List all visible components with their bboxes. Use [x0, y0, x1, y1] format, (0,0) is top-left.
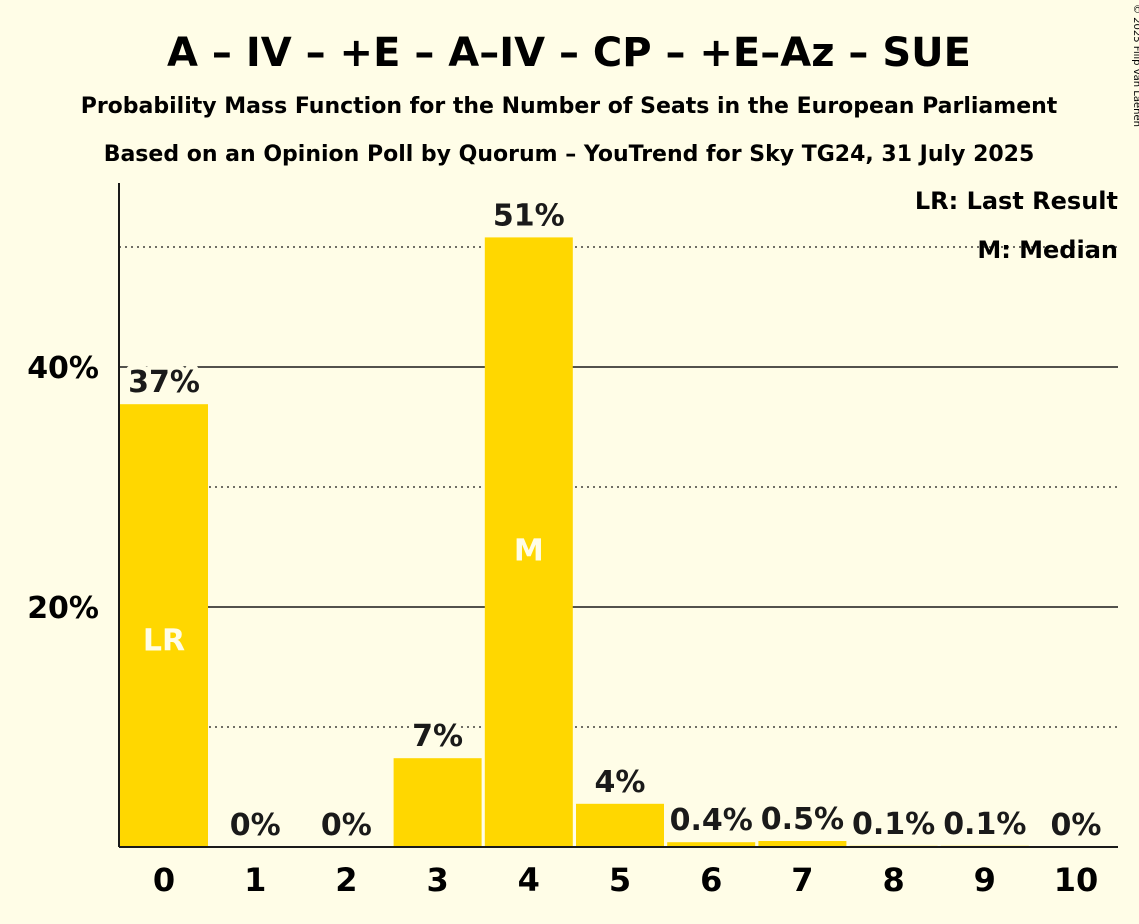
legend-last-result: LR: Last Result — [915, 187, 1118, 215]
data-label-halo: 51% — [493, 198, 565, 233]
axes: 20% 40% 0 1 2 3 4 5 6 7 8 9 10 — [27, 183, 1118, 899]
x-tick-label: 0 — [153, 861, 175, 899]
bar — [576, 803, 664, 847]
bar-marker: LR — [143, 623, 185, 658]
x-tick-label: 7 — [791, 861, 813, 899]
x-tick-label: 2 — [335, 861, 357, 899]
data-label: 0.5% — [761, 802, 844, 837]
x-tick-label: 3 — [426, 861, 448, 899]
data-label-halo: 0.5% — [761, 802, 844, 837]
data-label: 7% — [412, 719, 463, 754]
data-label-halo: 7% — [412, 719, 463, 754]
x-tick-label: 6 — [700, 861, 722, 899]
data-label: 37% — [128, 365, 200, 400]
copyright-notice: © 2025 Filip van Laenen — [1131, 4, 1139, 127]
bar — [667, 842, 756, 847]
data-label-halo: 0% — [321, 808, 372, 843]
data-label: 0% — [230, 808, 281, 843]
data-label-halo: 37% — [128, 365, 200, 400]
y-tick-label: 20% — [27, 591, 99, 626]
data-label: 0.1% — [852, 807, 935, 842]
data-label: 0% — [321, 808, 372, 843]
y-tick-label: 40% — [27, 351, 99, 386]
bar — [393, 758, 482, 847]
chart-subtitle-1: Probability Mass Function for the Number… — [81, 94, 1058, 119]
bar — [120, 404, 208, 847]
data-label-halo: 0.1% — [852, 807, 935, 842]
x-tick-label: 10 — [1054, 861, 1099, 899]
x-tick-label: 9 — [974, 861, 996, 899]
data-label-halo: 0.4% — [670, 803, 753, 838]
legend-median: M: Median — [977, 236, 1118, 264]
data-label: 0.1% — [943, 807, 1026, 842]
x-tick-label: 5 — [609, 861, 631, 899]
chart-title: A – IV – +E – A–IV – CP – +E–Az – SUE — [167, 30, 971, 76]
data-label: 0.4% — [670, 803, 753, 838]
data-labels: 37%37%LR0%0% 0%0%7%7%51%51%M4%4%0.4%0.4% 0… — [123, 193, 1106, 848]
data-label-halo: 0% — [230, 808, 281, 843]
x-tick-label: 8 — [882, 861, 904, 899]
chart-subtitle-2: Based on an Opinion Poll by Quorum – You… — [104, 142, 1035, 167]
x-tick-label: 4 — [518, 861, 540, 899]
data-label: 4% — [595, 765, 646, 800]
data-label-halo: 4% — [595, 765, 646, 800]
bar — [758, 841, 847, 847]
data-label-halo: 0% — [1051, 808, 1102, 843]
data-label: 0% — [1051, 808, 1102, 843]
data-label: 51% — [493, 198, 565, 233]
bar — [484, 237, 573, 847]
x-tick-label: 1 — [244, 861, 266, 899]
data-label-halo: 0.1% — [943, 807, 1026, 842]
gridlines — [119, 246, 1118, 728]
bars — [120, 237, 1029, 847]
bar-marker: M — [514, 533, 544, 568]
